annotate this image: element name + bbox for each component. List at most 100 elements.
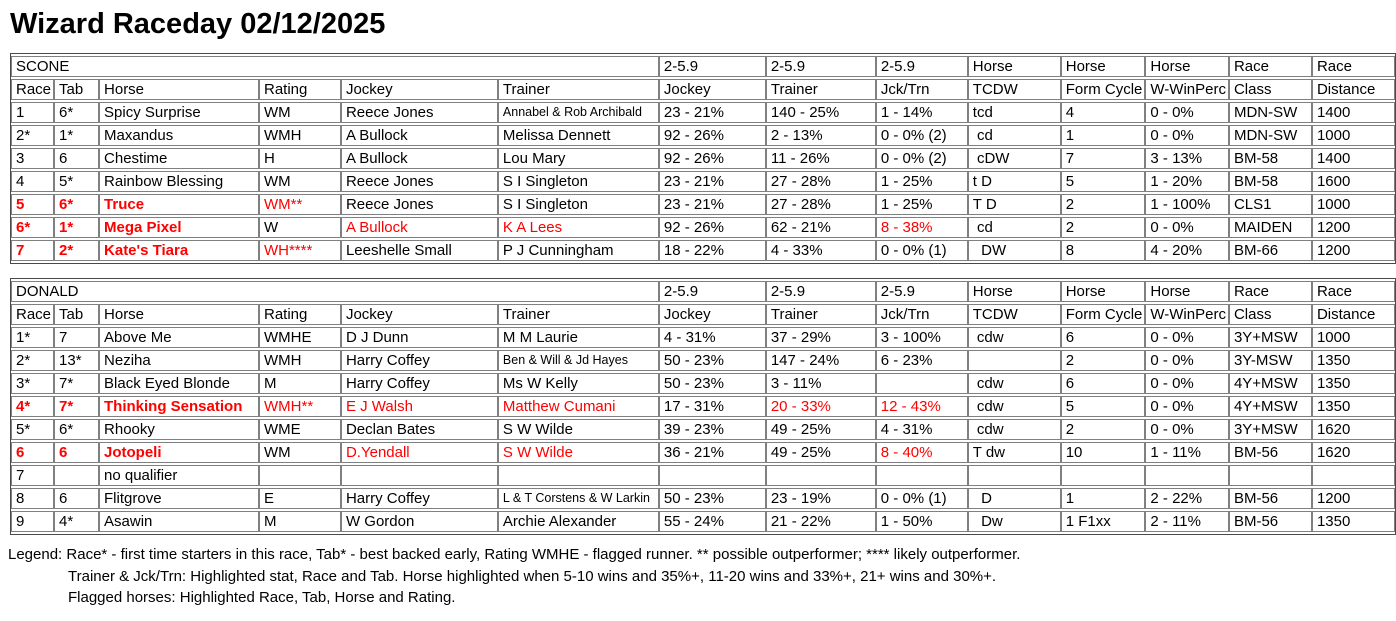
cell-tcdw: T dw [967,442,1061,463]
cell-rating: M [259,511,341,532]
cell-jockey: Harry Coffey [340,488,498,509]
cell-distance: 1400 [1311,102,1395,123]
cell-tab: 5* [54,171,100,192]
cell-jockey: 92 - 26% [658,125,766,146]
cell-tcdw: D [967,488,1061,509]
column-header-cell: Form Cycle [1060,79,1146,100]
cell-jockey: A Bullock [340,148,498,169]
cell-jockey: A Bullock [340,217,498,238]
cell-class: BM-58 [1228,148,1312,169]
table-row: 3* 7* Black Eyed Blonde M Harry Coffey Ms W K… [11,373,1395,394]
cell-trainer: 2 - 13% [765,125,876,146]
cell-distance: 1620 [1311,419,1395,440]
group-header-cell: Race [1311,281,1395,302]
cell-w-winperc: 0 - 0% [1145,396,1229,417]
cell-race: 6* [11,217,55,238]
column-header-cell: Trainer [765,79,876,100]
cell-class: 3Y+MSW [1228,327,1312,348]
cell-rating: WMH [258,125,341,146]
cell-trainer: S W Wilde [497,419,659,440]
cell-horse: Flitgrove [99,488,259,509]
cell-distance: 1200 [1311,217,1395,238]
table-row: 4 5* Rainbow Blessing WM Reece Jones S I Sing… [11,171,1395,192]
column-header-cell: Race [11,304,55,325]
cell-trainer: P J Cunningham [497,240,659,261]
cell-trainer: Lou Mary [497,148,659,169]
cell-race: 4* [11,396,55,417]
cell-tab: 6 [54,148,100,169]
cell-race: 7 [11,240,55,261]
cell-trainer: 21 - 22% [765,511,876,532]
cell-jockey: 92 - 26% [658,217,766,238]
column-header-cell: Distance [1311,79,1395,100]
cell-tab: 13* [54,350,100,371]
cell-class: 4Y+MSW [1228,373,1312,394]
table-row: 9 4* Asawin M W Gordon Archie Alexander 55 - 2… [11,511,1395,532]
group-header-cell: Horse [967,281,1061,302]
legend-line-1: Legend: Race* - first time starters in t… [8,546,1021,563]
cell-trainer: M M Laurie [497,327,659,348]
cell-tab: 1* [54,217,100,238]
column-header-cell: Horse [99,304,259,325]
cell-tab: 7* [54,396,100,417]
cell-distance: 1600 [1311,171,1395,192]
table-row: 1* 7 Above Me WMHE D J Dunn M M Laurie 4 - 31%… [11,327,1395,348]
cell-w-winperc: 0 - 0% [1145,217,1229,238]
cell-form-cycle: 2 [1060,194,1146,215]
cell-class: 4Y+MSW [1228,396,1312,417]
cell-tab: 6* [54,419,100,440]
cell-tab: 7 [54,327,100,348]
cell-race: 9 [11,511,55,532]
cell-jck-trn: 1 - 25% [875,171,968,192]
cell-jockey: 50 - 23% [658,488,766,509]
cell-jck-trn: 0 - 0% (1) [875,240,968,261]
cell-w-winperc: 1 - 20% [1145,171,1229,192]
cell-form-cycle: 1 [1060,488,1146,509]
cell-race: 8 [11,488,55,509]
group-header-cell: 2-5.9 [875,281,968,302]
cell-race: 3* [11,373,55,394]
cell-jockey: Harry Coffey [340,373,498,394]
group-header-cell: 2-5.9 [658,56,766,77]
column-header-cell: Trainer [497,304,659,325]
cell-class: BM-56 [1228,511,1312,532]
cell-tcdw: cdw [967,419,1061,440]
cell-class [1228,465,1312,486]
cell-form-cycle: 6 [1060,327,1146,348]
cell-horse: Maxandus [99,125,259,146]
cell-jockey: Reece Jones [340,102,498,123]
cell-distance: 1000 [1311,194,1395,215]
cell-tcdw: cDW [967,148,1061,169]
table-row: 6* 1* Mega Pixel W A Bullock K A Lees 92 - 26%… [11,217,1395,238]
cell-jck-trn: 0 - 0% (2) [875,148,968,169]
cell-tcdw: cdw [967,396,1061,417]
cell-horse: Black Eyed Blonde [99,373,259,394]
group-header-cell: Horse [1145,56,1229,77]
cell-w-winperc: 2 - 22% [1145,488,1229,509]
cell-jck-trn: 8 - 38% [875,217,968,238]
cell-jck-trn: 1 - 25% [875,194,968,215]
cell-jockey: 23 - 21% [658,171,766,192]
cell-trainer [497,465,659,486]
cell-jck-trn: 0 - 0% (2) [875,125,968,146]
group-header-cell: Horse [1060,56,1146,77]
cell-jockey [658,465,766,486]
cell-rating [259,465,341,486]
cell-trainer: 4 - 33% [765,240,876,261]
cell-race: 2* [11,350,55,371]
cell-jockey: Reece Jones [340,171,498,192]
cell-form-cycle: 8 [1060,240,1146,261]
cell-rating: WM [258,171,341,192]
cell-w-winperc: 0 - 0% [1145,102,1229,123]
cell-w-winperc: 1 - 100% [1145,194,1229,215]
cell-trainer: 27 - 28% [765,194,876,215]
column-header-cell: Race [11,79,55,100]
table-row: 2* 1* Maxandus WMH A Bullock Melissa Dennett 9… [11,125,1395,146]
cell-trainer: 49 - 25% [765,419,876,440]
group-header-cell: 2-5.9 [658,281,766,302]
table-row: 1 6* Spicy Surprise WM Reece Jones Annabel & … [11,102,1395,123]
cell-distance: 1350 [1311,373,1395,394]
cell-distance: 1620 [1311,442,1395,463]
cell-jockey: 36 - 21% [658,442,766,463]
race-table-donald: DONALD 2-5.9 2-5.9 2-5.9 Horse Horse Horse Race… [10,278,1396,535]
